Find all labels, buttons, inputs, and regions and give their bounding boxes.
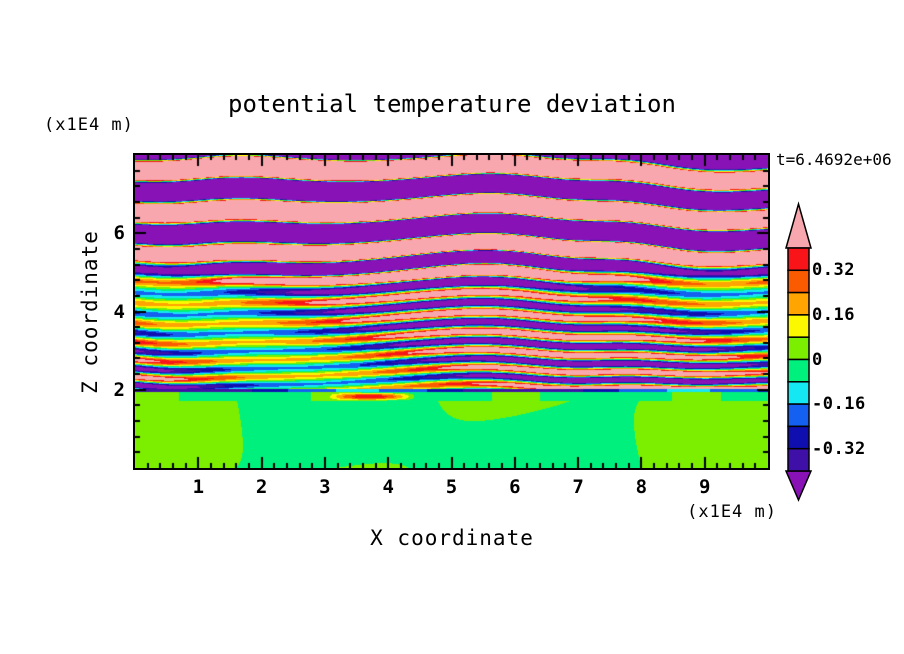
colorbar-segment [787, 425, 810, 450]
colorbar-segment [787, 291, 810, 316]
plot-area [133, 153, 770, 470]
z-tick-label: 2 [113, 378, 125, 401]
colorbar-segment [787, 314, 810, 338]
x-tick-label: 7 [572, 476, 584, 498]
colorbar-segment [787, 403, 810, 428]
x-tick-label: 4 [382, 476, 394, 498]
colorbar-label: 0.16 [812, 304, 855, 325]
colorbar-segment [787, 247, 810, 272]
colorbar-under-arrow [784, 470, 813, 502]
z-tick-label: 6 [113, 222, 125, 245]
colorbar-label: -0.32 [812, 438, 866, 459]
x-tick-label: 9 [698, 476, 711, 498]
colorbar-segment [787, 358, 810, 383]
colorbar-svg [784, 201, 813, 502]
x-axis-unit-label: (x1E4 m) [687, 502, 777, 522]
colorbar-label: 0.32 [812, 260, 855, 281]
x-tick-label: 3 [319, 476, 331, 498]
colorbar-segment [787, 269, 810, 294]
x-tick-label: 6 [509, 476, 521, 498]
colorbar-segment [787, 447, 810, 472]
x-tick-label: 8 [635, 476, 648, 498]
figure-title: potential temperature deviation [228, 90, 676, 118]
time-label: t=6.4692e+06 [776, 150, 892, 169]
z-axis-unit-label: (x1E4 m) [44, 115, 134, 135]
x-axis-title: X coordinate [370, 526, 534, 550]
x-tick-label: 2 [255, 476, 268, 498]
colorbar-over-arrow [785, 201, 812, 249]
colorbar-segment [787, 381, 810, 405]
colorbar-segment [787, 336, 810, 361]
contour-field-canvas [135, 155, 768, 468]
colorbar-label: 0 [812, 349, 823, 370]
colorbar [781, 198, 817, 508]
z-tick-label: 4 [113, 300, 125, 323]
x-tick-label: 5 [445, 476, 458, 498]
colorbar-label: -0.16 [812, 394, 866, 415]
x-tick-label: 1 [192, 476, 205, 498]
